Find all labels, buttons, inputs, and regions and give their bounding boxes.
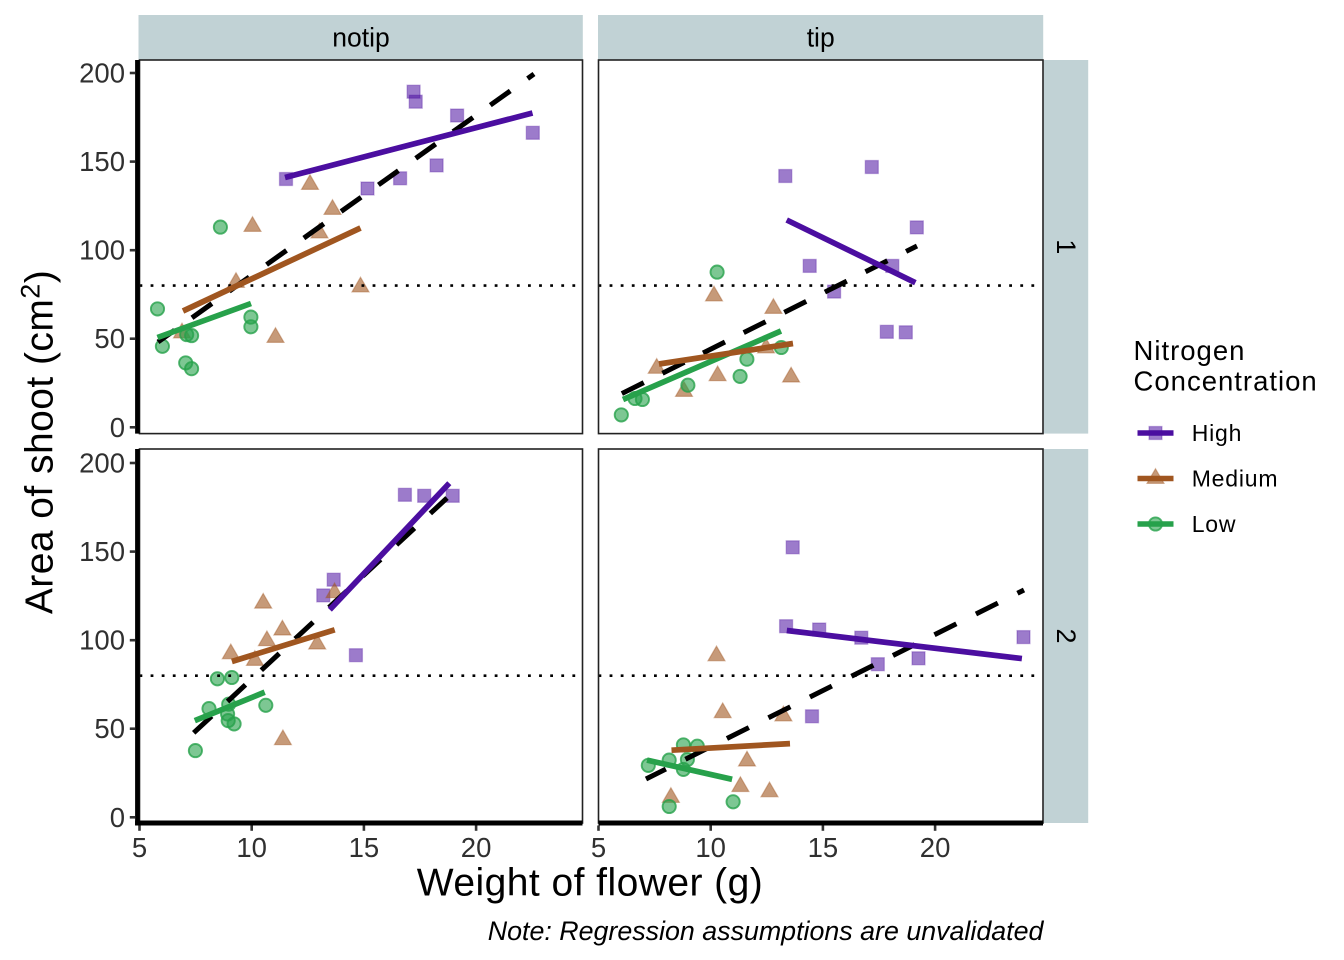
- svg-text:10: 10: [695, 832, 726, 863]
- svg-text:notip: notip: [332, 23, 389, 53]
- svg-text:1: 1: [1051, 239, 1081, 254]
- svg-text:Nitrogen: Nitrogen: [1134, 335, 1246, 366]
- svg-text:200: 200: [79, 448, 125, 479]
- svg-text:5: 5: [132, 832, 147, 863]
- svg-text:Area of shoot (cm2): Area of shoot (cm2): [16, 270, 62, 614]
- svg-text:Note: Regression assumptions a: Note: Regression assumptions are unvalid…: [488, 916, 1045, 946]
- svg-text:20: 20: [920, 832, 951, 863]
- svg-text:150: 150: [79, 536, 125, 567]
- svg-text:0: 0: [110, 412, 125, 443]
- svg-text:0: 0: [110, 802, 125, 833]
- svg-text:Weight of flower (g): Weight of flower (g): [417, 862, 763, 905]
- svg-text:15: 15: [808, 832, 839, 863]
- svg-text:150: 150: [79, 146, 125, 177]
- svg-text:2: 2: [1051, 628, 1081, 643]
- svg-text:100: 100: [79, 625, 125, 656]
- svg-text:High: High: [1192, 420, 1243, 446]
- svg-text:200: 200: [79, 58, 125, 89]
- svg-text:100: 100: [79, 235, 125, 266]
- svg-text:20: 20: [461, 832, 492, 863]
- svg-text:Low: Low: [1192, 511, 1237, 537]
- svg-text:50: 50: [94, 713, 125, 744]
- svg-text:Concentration: Concentration: [1134, 366, 1318, 397]
- svg-text:tip: tip: [807, 23, 835, 53]
- svg-text:50: 50: [94, 323, 125, 354]
- svg-text:5: 5: [591, 832, 606, 863]
- svg-text:15: 15: [349, 832, 380, 863]
- svg-text:10: 10: [236, 832, 267, 863]
- svg-text:Medium: Medium: [1192, 466, 1279, 492]
